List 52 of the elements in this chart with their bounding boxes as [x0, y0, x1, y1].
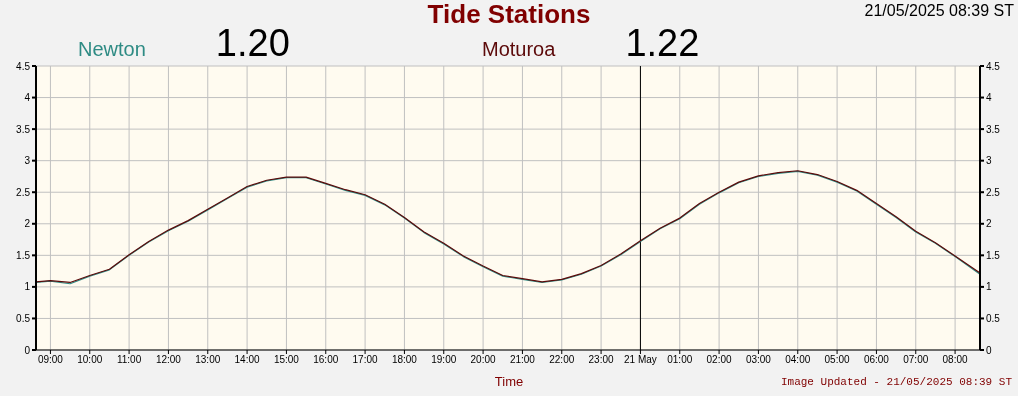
x-tick-label: 14:00 — [234, 354, 261, 366]
x-tick-label: 10:00 — [77, 354, 103, 366]
y2-tick-label: 1 — [986, 281, 992, 293]
x-axis-title: Time — [494, 374, 524, 389]
x-tick-label: 13:00 — [195, 354, 221, 366]
x-tick-label: 04:00 — [785, 354, 811, 366]
text: Moturoa — [482, 38, 556, 61]
x-tick-label: 11:00 — [116, 354, 142, 366]
x-tick-label: 12:00 — [155, 354, 182, 366]
y-tick-label: 3 — [24, 155, 31, 167]
x-tick-label: 18:00 — [391, 354, 418, 366]
y-tick-label: 1.5 — [16, 249, 31, 261]
x-tick-label: 09:00 — [37, 354, 64, 366]
x-tick-label: 07:00 — [903, 354, 929, 366]
x-tick-label: 05:00 — [824, 354, 851, 366]
x-tick-label: 01:00 — [667, 354, 693, 366]
y-tick-label: 4 — [24, 92, 31, 104]
x-tick-label: 16:00 — [313, 354, 339, 366]
text: 1.22 — [625, 22, 700, 64]
x-tick-label: 21:00 — [509, 354, 536, 366]
chart-title: Tide Stations — [427, 0, 591, 29]
y-tick-label: 0 — [24, 344, 31, 356]
y-tick-label: 0.5 — [16, 312, 31, 324]
y2-tick-label: 4 — [986, 92, 992, 104]
text: Image Updated - 21/05/2025 08:39 ST — [780, 376, 1012, 388]
y-tick-label: 3.5 — [16, 123, 31, 135]
x-tick-label: 06:00 — [863, 354, 890, 366]
x-tick-label: 22:00 — [549, 354, 575, 366]
y2-tick-label: 0.5 — [986, 312, 1001, 324]
x-tick-label: 17:00 — [352, 354, 379, 366]
text: Newton — [78, 38, 146, 61]
y-tick-label: 2.5 — [16, 186, 31, 198]
x-tick-label: 23:00 — [588, 354, 615, 366]
y2-tick-label: 2.5 — [986, 186, 1001, 198]
y2-tick-label: 0 — [986, 344, 992, 356]
y2-tick-label: 3 — [986, 155, 992, 167]
text: 1.20 — [215, 22, 290, 64]
y-tick-label: 1 — [24, 281, 31, 293]
y2-tick-label: 3.5 — [986, 123, 1001, 135]
x-tick-label: 03:00 — [745, 354, 772, 366]
y2-tick-label: 2 — [986, 218, 992, 230]
y2-tick-label: 4.5 — [986, 60, 1001, 72]
x-tick-label: 08:00 — [942, 354, 969, 366]
chart-subtitle: 21/05/2025 08:39 ST — [864, 2, 1014, 20]
y-tick-label: 4.5 — [16, 60, 31, 72]
x-tick-label: 21 May — [624, 354, 657, 366]
y2-tick-label: 1.5 — [986, 249, 1001, 261]
x-tick-label: 15:00 — [273, 354, 300, 366]
y-tick-label: 2 — [24, 218, 31, 230]
x-tick-label: 19:00 — [431, 354, 457, 366]
x-tick-label: 02:00 — [706, 354, 733, 366]
x-tick-label: 20:00 — [470, 354, 497, 366]
